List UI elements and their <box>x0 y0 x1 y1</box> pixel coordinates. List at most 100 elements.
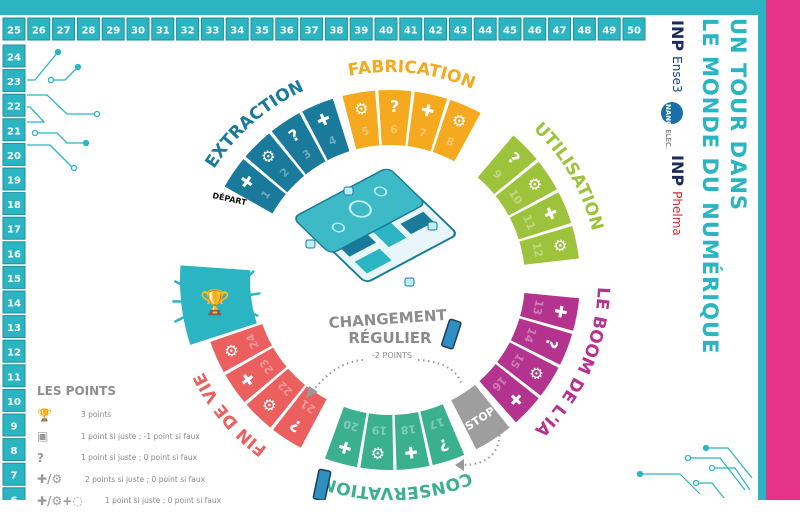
board-cell-12[interactable]: 12 ⚙ <box>519 226 579 265</box>
chip-cubes <box>305 186 438 287</box>
finish-trophy-cell[interactable]: 🏆 <box>172 265 261 345</box>
puzzle-gears-plus-icon: ✚/⚙+◌ <box>37 493 83 508</box>
gears-icon: ⚙ <box>449 109 470 132</box>
cell-number: 24 <box>243 331 261 351</box>
board-cell-16[interactable]: 16✚ <box>479 364 539 423</box>
legend-text: 2 points si juste ; 0 point si faux <box>85 474 206 484</box>
track-cell-26: 26 <box>27 17 51 41</box>
track-number: 29 <box>106 26 120 37</box>
track-number: 49 <box>602 26 616 37</box>
board-cell-20[interactable]: 20 ✚ <box>325 406 367 468</box>
track-number: 20 <box>7 151 21 162</box>
track-cell-35: 35 <box>250 17 274 41</box>
track-number: 12 <box>7 348 21 359</box>
penalty-text: -2 POINTS <box>372 351 412 360</box>
board-cell-8[interactable]: 8⚙ <box>432 99 481 162</box>
legend-title: LES POINTS <box>37 384 116 398</box>
track-number: 28 <box>81 26 95 37</box>
game-ring: 1✚ 2⚙ 3? 4✚5⚙6?7✚8⚙9?10⚙11 ✚12 ⚙13 ✚14 ?15⚙16✚1… <box>172 90 580 471</box>
track-number: 32 <box>181 26 195 37</box>
track-cell-25: 25 <box>2 17 26 41</box>
logo-name: NANO <box>664 104 672 128</box>
trophy-icon: 🏆 <box>200 288 230 316</box>
legend-row: ✚/⚙+◌ 1 point si juste ; 0 point si faux <box>37 490 221 512</box>
track-number: 31 <box>156 26 170 37</box>
track-number: 46 <box>528 26 542 37</box>
cell-number: 5 <box>360 125 370 139</box>
track-number: 21 <box>7 126 21 137</box>
track-cell-30: 30 <box>126 17 150 41</box>
track-cell-20: 20 <box>2 142 26 166</box>
board-cell-1[interactable]: 1✚ <box>224 159 286 214</box>
board-cell-15[interactable]: 15⚙ <box>497 342 559 396</box>
phone-icon-bottom <box>312 468 332 500</box>
track-number: 26 <box>32 26 46 37</box>
board-cell-19[interactable]: 19 ⚙ <box>360 413 394 471</box>
logo-name: INP <box>668 20 687 52</box>
track-cell-23: 23 <box>2 69 26 93</box>
stop-cell[interactable]: STOP <box>451 384 510 450</box>
track-cell-17: 17 <box>2 216 26 240</box>
cell-number: 13 <box>530 299 546 316</box>
shine-line <box>246 292 261 297</box>
track-cell-43: 43 <box>448 17 472 41</box>
track-number: 47 <box>553 26 567 37</box>
board-cell-10[interactable]: 10⚙ <box>495 161 557 216</box>
puzzle-icon: ✚ <box>403 442 419 462</box>
board-cell-23[interactable]: 23✚ <box>225 347 287 403</box>
legend-text: 1 point si juste ; 0 point si faux <box>105 496 222 506</box>
board-cell-22[interactable]: 22⚙ <box>246 368 306 428</box>
logo-nanoelec: NANO ELEC. <box>664 104 672 149</box>
track-cell-46: 46 <box>523 17 547 41</box>
board-cell-2[interactable]: 2⚙ <box>245 133 305 193</box>
game-board: 25 26 27 28 29 30 31 32 33 34 35 36 37 38 39 40 41 42 43 44… <box>0 0 800 500</box>
gears-icon: ⚙ <box>353 98 370 119</box>
board-cell-9[interactable]: 9? <box>477 135 537 195</box>
board-cell-14[interactable]: 14? <box>510 318 573 365</box>
track-number: 41 <box>404 26 418 37</box>
logo-inp-phelma: INP Phelma <box>668 155 687 236</box>
board-cell-24[interactable]: 24⚙ <box>210 323 272 373</box>
track-cell-48: 48 <box>572 17 596 41</box>
section-label-text: FABRICATION <box>346 57 478 94</box>
board-cell-18[interactable]: 18 ✚ <box>394 412 430 470</box>
track-cell-40: 40 <box>374 17 398 41</box>
puzzle-icon: ✚ <box>419 100 436 121</box>
question-icon: ? <box>390 97 400 116</box>
gears-icon: ⚙ <box>370 443 386 463</box>
track-cell-42: 42 <box>424 17 448 41</box>
puzzle-icon: ✚ <box>336 437 354 459</box>
track-number: 11 <box>7 372 21 383</box>
track-number: 36 <box>280 26 294 37</box>
legend-row: ▣ 1 point si juste ; -1 point si faux <box>37 426 221 448</box>
board-cell-13[interactable]: 13 ✚ <box>520 292 580 331</box>
board-cell-7[interactable]: 7✚ <box>407 91 448 152</box>
track-number: 17 <box>7 225 21 236</box>
board-cell-17[interactable]: 17? <box>420 404 465 466</box>
track-cell-29: 29 <box>101 17 125 41</box>
shine-line <box>174 280 189 289</box>
track-cell-28: 28 <box>76 17 100 41</box>
board-cell-4[interactable]: 4✚ <box>302 98 350 161</box>
track-cell-44: 44 <box>473 17 497 41</box>
board-cell-5[interactable]: 5⚙ <box>342 90 380 150</box>
track-number: 38 <box>329 26 343 37</box>
board-cell-11[interactable]: 11 ✚ <box>509 192 572 240</box>
track-number: 44 <box>478 26 492 37</box>
phone-illustration <box>295 168 456 282</box>
track-number: 22 <box>7 102 21 113</box>
board-cell-6[interactable]: 6? <box>378 90 412 146</box>
track-number: 27 <box>57 26 71 37</box>
track-cell-8: 8 <box>2 438 26 462</box>
track-cell-16: 16 <box>2 241 26 265</box>
track-number: 18 <box>7 200 21 211</box>
cell-number: 6 <box>390 123 398 136</box>
track-cell-14: 14 <box>2 290 26 314</box>
board-cell-21[interactable]: 21? <box>273 386 327 448</box>
section-label-fabrication: FABRICATION <box>346 57 478 94</box>
track-cell-21: 21 <box>2 118 26 142</box>
puzzle-icon: ✚ <box>550 303 571 320</box>
board-cell-3[interactable]: 3? <box>271 113 326 175</box>
track-number: 23 <box>7 77 21 88</box>
circuit-decoration <box>27 48 101 172</box>
